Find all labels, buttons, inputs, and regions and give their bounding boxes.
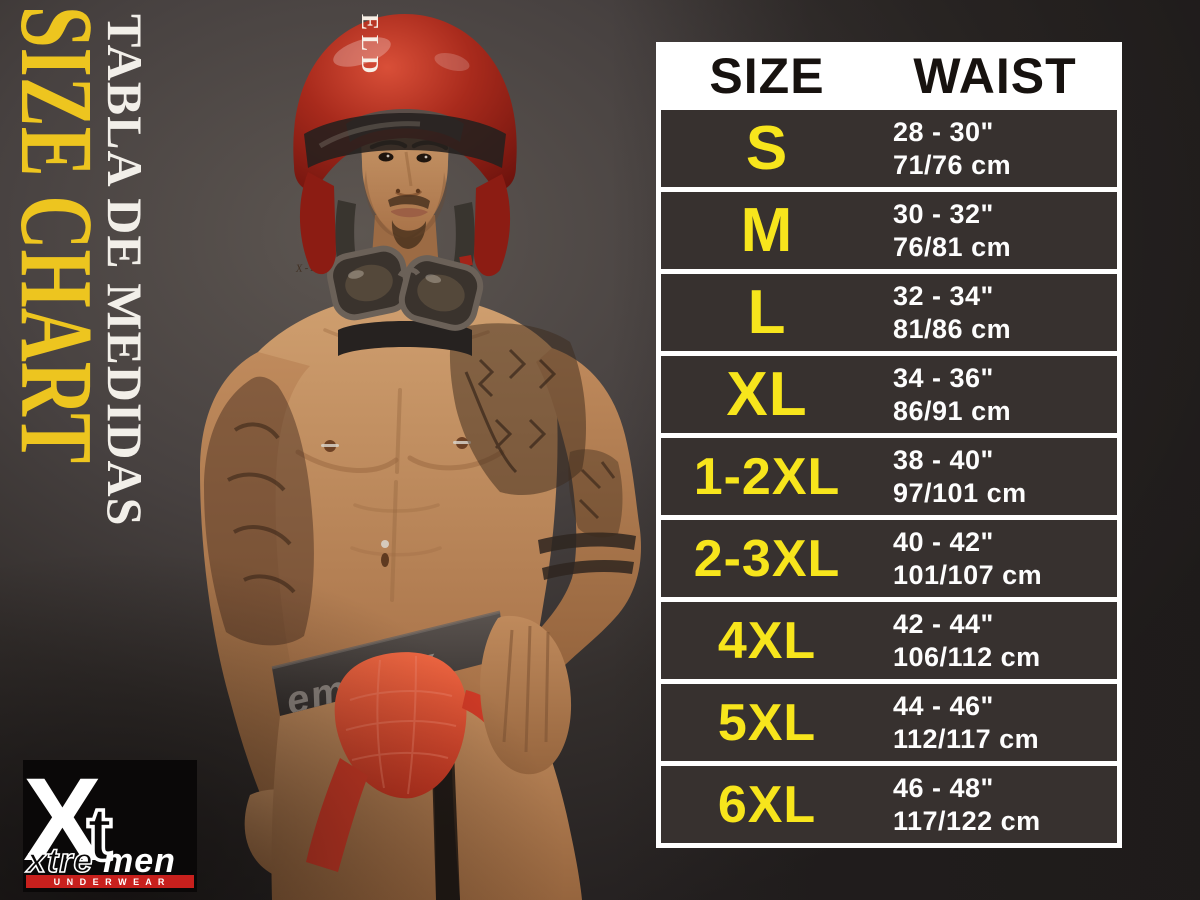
waist-inches: 28 - 30" [893, 116, 994, 147]
table-row: L 32 - 34" 81/86 cm [661, 274, 1117, 351]
size-chart-title-vertical: SIZE CHART [0, 6, 114, 464]
size-cell: XL [726, 360, 808, 429]
size-cell: L [747, 278, 787, 347]
size-cell: S [745, 114, 789, 183]
waist-cm: 86/91 cm [893, 395, 1012, 426]
table-row: 5XL 44 - 46" 112/117 cm [661, 684, 1117, 761]
table-row: 1-2XL 38 - 40" 97/101 cm [661, 438, 1117, 515]
waist-cm: 106/112 cm [893, 641, 1041, 672]
waist-cell: 42 - 44" 106/112 cm [873, 602, 1117, 679]
waist-inches: 42 - 44" [893, 608, 994, 639]
waist-cm: 76/81 cm [893, 231, 1012, 262]
waist-cell: 40 - 42" 101/107 cm [873, 520, 1117, 597]
table-row: M 30 - 32" 76/81 cm [661, 192, 1117, 269]
waist-cm: 101/107 cm [893, 559, 1043, 590]
size-cell: 5XL [717, 693, 817, 752]
waist-cm: 71/76 cm [893, 149, 1012, 180]
col-header-size: SIZE [709, 48, 825, 104]
table-row: 6XL 46 - 48" 117/122 cm [661, 766, 1117, 843]
xtremen-logo: X t xtre men U N D E R W E A R [23, 760, 197, 892]
size-cell: M [740, 196, 794, 265]
size-cell: 4XL [717, 611, 817, 670]
table-row: S 28 - 30" 71/76 cm [661, 110, 1117, 187]
waist-cell: 44 - 46" 112/117 cm [873, 684, 1117, 761]
size-chart-subtitle-vertical: TABLA DE MEDIDAS [97, 14, 153, 527]
waist-inches: 32 - 34" [893, 280, 994, 311]
waist-cell: 38 - 40" 97/101 cm [873, 438, 1117, 515]
size-table-header: SIZE WAIST [661, 47, 1117, 105]
waist-inches: 40 - 42" [893, 526, 994, 557]
waist-inches: 46 - 48" [893, 772, 994, 803]
logo-underwear-text: U N D E R W E A R [54, 877, 167, 887]
logo-wordmark-outline: xtre [25, 842, 93, 880]
waist-cell: 28 - 30" 71/76 cm [873, 110, 1117, 187]
table-row: 2-3XL 40 - 42" 101/107 cm [661, 520, 1117, 597]
waist-cm: 81/86 cm [893, 313, 1012, 344]
table-row: 4XL 42 - 44" 106/112 cm [661, 602, 1117, 679]
logo-wordmark-solid: men [103, 842, 176, 880]
table-row: XL 34 - 36" 86/91 cm [661, 356, 1117, 433]
size-cell: 6XL [717, 775, 817, 834]
logo-red-bar [26, 875, 194, 888]
waist-inches: 44 - 46" [893, 690, 994, 721]
logo-background [23, 760, 197, 892]
logo-t: t [87, 792, 112, 877]
waist-cm: 112/117 cm [893, 723, 1040, 754]
size-cell: 1-2XL [693, 447, 841, 506]
waist-cell: 32 - 34" 81/86 cm [873, 274, 1117, 351]
waist-cm: 117/122 cm [893, 805, 1041, 836]
size-table: SIZE WAIST S 28 - 30" 71/76 cm M 30 - 32… [656, 42, 1122, 848]
col-header-waist: WAIST [913, 48, 1077, 104]
waist-inches: 34 - 36" [893, 362, 994, 393]
size-cell: 2-3XL [693, 529, 841, 588]
waist-inches: 38 - 40" [893, 444, 994, 475]
waist-cm: 97/101 cm [893, 477, 1027, 508]
waist-cell: 30 - 32" 76/81 cm [873, 192, 1117, 269]
waist-inches: 30 - 32" [893, 198, 994, 229]
logo-x: X [23, 760, 102, 886]
waist-cell: 46 - 48" 117/122 cm [873, 766, 1117, 843]
waist-cell: 34 - 36" 86/91 cm [873, 356, 1117, 433]
